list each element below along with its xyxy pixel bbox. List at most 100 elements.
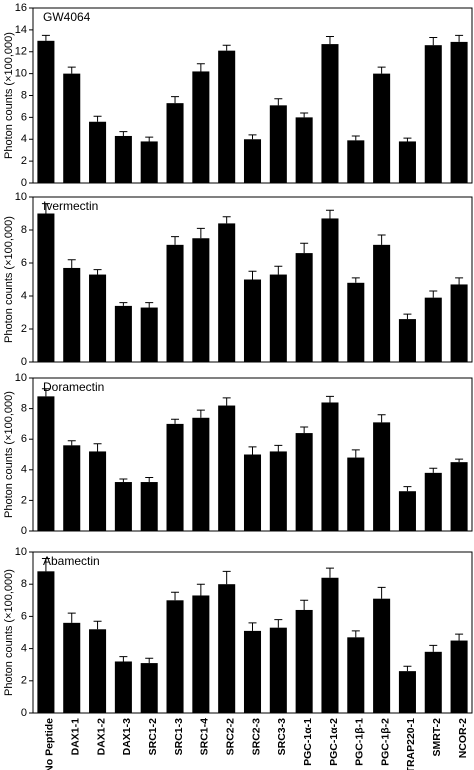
x-tick-label: NCOR-2 [457, 718, 469, 758]
error-bar [325, 35, 334, 45]
x-tick-label: SRC2-2 [224, 718, 236, 756]
error-bar [429, 290, 438, 298]
bar [347, 282, 365, 362]
error-bar [377, 414, 386, 423]
bar [166, 423, 184, 531]
error-bar [145, 657, 154, 664]
x-tick-label: PGC-1α-2 [328, 718, 340, 766]
bar [140, 141, 158, 183]
y-axis-label: Photon counts (×100,000) [3, 391, 15, 518]
bar [450, 640, 468, 713]
error-bar [145, 302, 154, 308]
x-tick-label: SRC3-3 [276, 718, 288, 756]
bar [218, 223, 236, 362]
error-bar [429, 467, 438, 473]
bar [89, 451, 107, 531]
bar [37, 213, 55, 362]
error-bar [119, 656, 128, 662]
bar [166, 244, 184, 362]
x-tick-label: SRC2-3 [250, 718, 262, 756]
x-tick-label: TRAP220-1 [405, 718, 417, 770]
bar [243, 279, 262, 362]
bar [63, 622, 81, 713]
error-bar [403, 486, 412, 492]
error-bar [119, 478, 128, 483]
error-bar [145, 136, 154, 142]
error-bar [455, 458, 464, 463]
y-tick-label: 2 [21, 494, 27, 506]
panel-title: Doramectin [43, 380, 104, 394]
error-bar [455, 34, 464, 42]
error-bar [300, 112, 309, 118]
y-tick-label: 0 [21, 707, 27, 719]
bar [450, 462, 468, 531]
error-bar [196, 227, 205, 239]
y-tick-label: 0 [21, 525, 27, 537]
error-bar [171, 236, 180, 245]
bar [114, 661, 132, 713]
error-bar [429, 37, 438, 46]
error-bar [274, 265, 283, 275]
bar [295, 117, 313, 183]
error-bar [93, 269, 102, 275]
bar [140, 663, 158, 713]
error-bar [93, 443, 102, 452]
y-tick-label: 10 [15, 191, 27, 203]
error-bar [300, 426, 309, 434]
x-tick-label: SRC1-4 [199, 718, 211, 756]
x-tick-label: PGC-1β-2 [379, 718, 391, 766]
bar [321, 402, 339, 531]
bar [450, 284, 468, 362]
y-tick-label: 8 [21, 578, 27, 590]
bar [398, 319, 416, 362]
error-bar [171, 96, 180, 104]
bar [166, 103, 184, 183]
x-tick-label: SRC1-2 [147, 718, 159, 756]
bar [295, 433, 313, 531]
error-bar [351, 277, 360, 283]
bar [424, 472, 442, 531]
bar [243, 454, 262, 531]
bar [269, 274, 287, 362]
y-axis-label: Photon counts (×100,000) [3, 569, 15, 696]
x-tick-label: PGC-1α-1 [302, 718, 314, 766]
error-bar [351, 135, 360, 141]
bar [321, 44, 339, 183]
error-bar [325, 567, 334, 578]
error-bar [300, 599, 309, 610]
bar [243, 139, 262, 183]
bar [424, 45, 442, 183]
error-bar [248, 134, 257, 140]
error-bar [403, 137, 412, 142]
bar [140, 307, 158, 362]
error-bar [222, 570, 231, 585]
error-bar [41, 388, 50, 397]
bar [424, 651, 442, 713]
error-bar [248, 270, 257, 280]
bar [63, 73, 81, 183]
y-axis-label: Photon counts (×100,000) [3, 216, 15, 343]
bar [269, 451, 287, 531]
bar [192, 417, 210, 531]
y-tick-label: 10 [15, 372, 27, 384]
error-bar [93, 620, 102, 630]
error-bar [41, 203, 50, 214]
error-bar [455, 633, 464, 641]
y-tick-label: 14 [15, 24, 27, 36]
bar [373, 73, 391, 183]
bar [37, 396, 55, 531]
y-tick-label: 12 [15, 46, 27, 58]
error-bar [196, 63, 205, 72]
y-tick-label: 6 [21, 610, 27, 622]
error-bar [119, 302, 128, 306]
error-bar [222, 397, 231, 406]
y-tick-label: 8 [21, 224, 27, 236]
error-bar [67, 66, 76, 74]
error-bar [145, 476, 154, 483]
error-bar [274, 98, 283, 106]
bar [218, 50, 236, 183]
x-tick-label: DAX1-1 [70, 718, 82, 756]
error-bar [403, 665, 412, 672]
bar [89, 629, 107, 713]
